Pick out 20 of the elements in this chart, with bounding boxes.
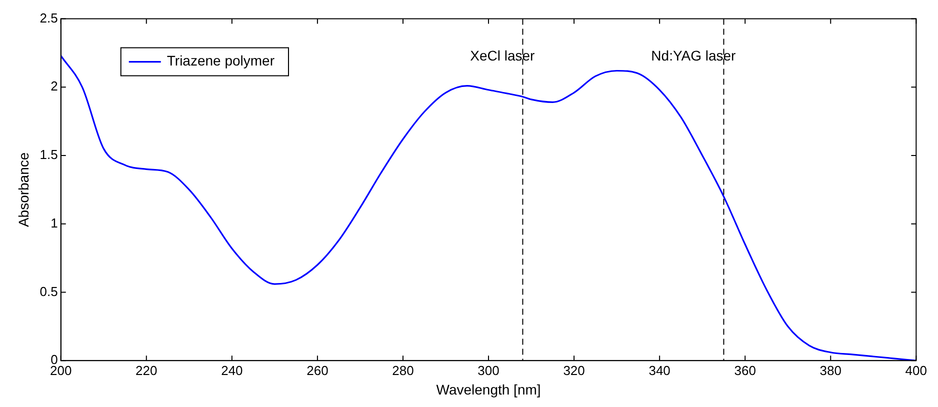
x-tick-label: 320 [563,362,585,378]
x-tick-label: 300 [478,362,500,378]
ref-line-label: XeCl laser [470,48,536,64]
x-tick-label: 220 [136,362,158,378]
x-tick-label: 240 [221,362,243,378]
y-tick-label: 1 [50,215,58,230]
ref-line-label: Nd:YAG laser [651,48,736,64]
y-axis-title: Absorbance [15,152,32,228]
x-tick-label: 340 [648,362,670,378]
x-tick-label: 280 [392,362,414,378]
y-tick-label: 1.5 [40,147,58,162]
x-tick-label: 380 [820,362,842,378]
x-tick-label: 260 [306,362,328,378]
y-tick-label: 0.5 [40,284,58,299]
y-tick-label: 2 [50,78,58,94]
legend-label: Triazene polymer [166,52,275,69]
y-tick-label: 2.5 [40,10,58,26]
x-tick-label: 400 [905,362,928,378]
x-tick-label: 360 [734,362,756,378]
x-axis-title: Wavelength [nm] [436,381,541,398]
